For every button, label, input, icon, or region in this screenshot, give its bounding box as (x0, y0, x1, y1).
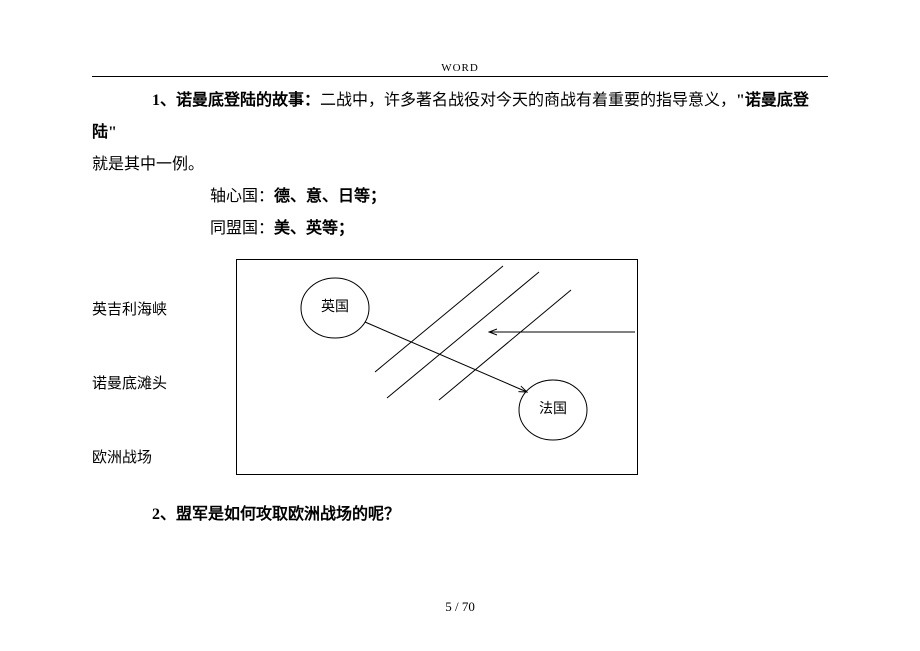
axis-countries: 德、意、日等； (274, 188, 386, 205)
ellipse-france-label: 法国 (539, 396, 567, 424)
diagram-box: 英国 法国 (236, 259, 638, 475)
allies-line: 同盟国：美、英等； (92, 213, 828, 245)
channel-line-1 (375, 266, 503, 372)
diagram-region: 英吉利海峡 诺曼底滩头 欧洲战场 (92, 259, 828, 479)
page-sep: / (452, 599, 462, 614)
diagram-svg (237, 260, 637, 474)
label-channel: 英吉利海峡 (92, 303, 167, 318)
axis-label: 轴心国： (210, 188, 274, 205)
allies-label: 同盟国： (210, 220, 274, 237)
ellipse-uk-label: 英国 (321, 294, 349, 322)
section-1-number: 1、 (152, 92, 176, 109)
section-2-title: 盟军是如何攻取欧洲战场的呢？ (176, 506, 400, 523)
page-total: 70 (462, 599, 475, 614)
section-1-body-start: 二战中，许多著名战役对今天的商战有着重要的指导意义， (320, 92, 736, 109)
section-1-line-1: 1、诺曼底登陆的故事：二战中，许多著名战役对今天的商战有着重要的指导意义，"诺曼… (92, 85, 828, 149)
page-footer: 5 / 70 (0, 599, 920, 615)
allies-countries: 美、英等； (274, 220, 354, 237)
section-2-number: 2、 (152, 506, 176, 523)
channel-line-2 (387, 272, 539, 398)
section-1-title: 诺曼底登陆的故事： (176, 92, 320, 109)
axis-line: 轴心国：德、意、日等； (92, 181, 828, 213)
label-europe: 欧洲战场 (92, 451, 152, 466)
section-2-line: 2、盟军是如何攻取欧洲战场的呢？ (92, 499, 828, 531)
section-1-line-2: 就是其中一例。 (92, 149, 828, 181)
content-area: 1、诺曼底登陆的故事：二战中，许多著名战役对今天的商战有着重要的指导意义，"诺曼… (0, 77, 920, 531)
section-1-tail: 就是其中一例。 (92, 156, 204, 173)
label-normandy: 诺曼底滩头 (92, 377, 167, 392)
page-header: WORD (0, 0, 920, 74)
